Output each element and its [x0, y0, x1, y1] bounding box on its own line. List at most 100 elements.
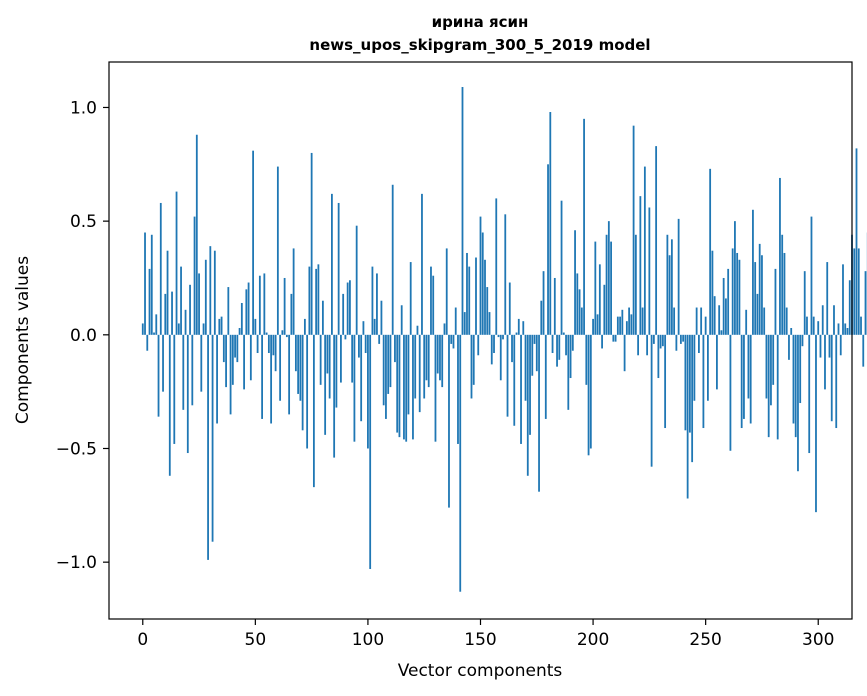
- bar-component-193: [576, 273, 579, 335]
- bar-component-174: [533, 334, 536, 344]
- bar-component-189: [567, 334, 570, 410]
- bar-component-256: [718, 305, 721, 335]
- bar-component-180: [547, 164, 549, 335]
- bar-component-35: [220, 316, 223, 335]
- bar-component-310: [839, 334, 842, 356]
- bar-component-96: [358, 334, 360, 358]
- bar-component-12: [168, 334, 171, 476]
- bar-component-88: [340, 334, 342, 383]
- bar-component-154: [488, 312, 491, 335]
- bar-component-197: [585, 334, 588, 385]
- bar-component-54: [263, 273, 266, 335]
- bar-component-257: [720, 330, 723, 335]
- bar-component-194: [578, 289, 581, 335]
- bar-component-320: [862, 334, 865, 367]
- bar-component-133: [441, 334, 444, 388]
- bar-component-50: [254, 318, 257, 335]
- bar-component-15: [175, 191, 178, 335]
- bar-component-38: [227, 287, 230, 335]
- bar-component-228: [655, 146, 658, 335]
- bar-component-273: [756, 293, 759, 335]
- bar-component-161: [504, 214, 507, 335]
- bar-component-49: [252, 150, 254, 335]
- bar-component-36: [222, 334, 225, 363]
- bar-component-201: [594, 241, 597, 335]
- bar-component-32: [213, 250, 216, 335]
- bars: [141, 87, 867, 592]
- bar-component-4: [150, 234, 153, 335]
- bar-component-234: [668, 255, 671, 335]
- bar-component-252: [709, 168, 712, 335]
- bar-component-298: [812, 316, 815, 335]
- bar-component-115: [400, 305, 403, 335]
- bar-component-167: [517, 318, 520, 335]
- bar-component-76: [312, 334, 315, 488]
- x-tick-label: 0: [137, 630, 148, 650]
- y-tick-label: −0.5: [56, 439, 97, 459]
- bar-component-78: [317, 264, 320, 335]
- bar-component-113: [396, 334, 399, 433]
- bar-component-130: [434, 334, 437, 442]
- bar-component-108: [385, 334, 387, 419]
- bar-component-157: [495, 198, 498, 335]
- bar-component-237: [675, 334, 678, 351]
- x-tick-label: 150: [464, 630, 496, 650]
- bar-component-64: [285, 334, 288, 338]
- bar-component-192: [574, 230, 576, 335]
- bar-component-47: [247, 282, 250, 335]
- bar-component-226: [650, 334, 653, 467]
- bar-component-62: [281, 330, 284, 335]
- bar-component-222: [641, 307, 644, 335]
- bar-component-307: [833, 305, 835, 335]
- bar-component-187: [562, 332, 565, 335]
- bar-component-150: [479, 216, 482, 335]
- bar-component-188: [565, 334, 567, 356]
- bar-component-213: [621, 309, 624, 335]
- bar-component-153: [486, 287, 489, 335]
- bar-component-305: [828, 334, 831, 358]
- bar-component-279: [770, 334, 772, 406]
- bar-component-195: [580, 307, 583, 335]
- bar-component-280: [772, 334, 775, 385]
- bar-component-268: [745, 309, 748, 335]
- bar-component-71: [301, 334, 304, 431]
- bar-component-131: [436, 334, 439, 374]
- bar-component-269: [747, 334, 750, 399]
- bar-component-164: [511, 334, 513, 363]
- bar-component-46: [245, 289, 248, 335]
- bar-component-142: [461, 87, 464, 335]
- bar-component-19: [184, 309, 187, 335]
- bar-component-263: [734, 221, 736, 335]
- y-tick-label: 1.0: [70, 98, 97, 118]
- bar-component-182: [551, 334, 554, 354]
- bar-component-41: [234, 334, 236, 358]
- bar-component-114: [398, 334, 401, 438]
- bar-component-212: [619, 316, 621, 335]
- bar-component-262: [731, 248, 734, 335]
- bar-component-166: [515, 332, 518, 335]
- bar-component-244: [691, 334, 694, 463]
- bar-component-264: [736, 252, 739, 335]
- bar-component-196: [583, 118, 585, 335]
- bar-component-48: [249, 334, 252, 381]
- bar-component-319: [860, 316, 862, 335]
- y-tick-label: 0.5: [70, 212, 97, 232]
- bar-component-170: [524, 334, 527, 401]
- bar-component-68: [294, 334, 297, 372]
- bar-component-149: [477, 334, 480, 356]
- bar-component-94: [353, 334, 356, 442]
- bar-component-91: [346, 282, 349, 335]
- x-tick-label: 100: [352, 630, 384, 650]
- bar-component-270: [749, 334, 752, 424]
- bar-component-128: [430, 266, 432, 335]
- bar-component-57: [270, 334, 273, 424]
- bar-component-53: [261, 334, 263, 419]
- bar-component-198: [587, 334, 590, 456]
- bar-component-163: [508, 282, 511, 335]
- y-axis-label: Components values: [13, 256, 33, 424]
- bar-component-29: [207, 334, 209, 560]
- bar-component-95: [355, 225, 358, 335]
- bar-component-86: [335, 334, 338, 408]
- bar-component-241: [684, 334, 687, 431]
